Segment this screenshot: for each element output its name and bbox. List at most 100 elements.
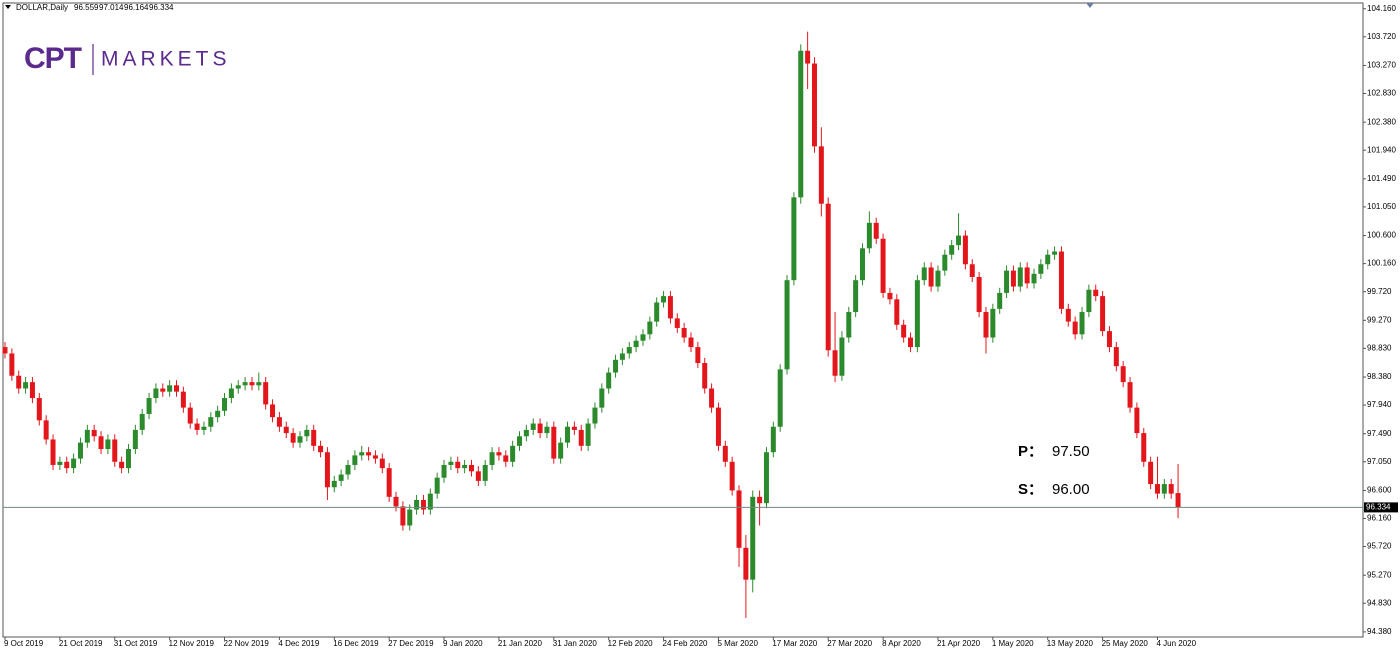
candle-body: [23, 382, 29, 389]
header-value: 97.014: [99, 3, 124, 12]
candle-body: [256, 382, 262, 386]
candle-body: [105, 439, 111, 450]
candle-body: [551, 426, 557, 459]
y-tick-label: 101.490: [1367, 174, 1396, 183]
candle-body: [1065, 308, 1071, 322]
candle-body: [201, 426, 207, 430]
candle-body: [112, 439, 118, 462]
x-tick-label: 16 Dec 2019: [333, 639, 379, 648]
candle-body: [578, 429, 584, 446]
candle-body: [860, 248, 865, 281]
candle-body: [1004, 270, 1010, 293]
candle-body: [379, 458, 385, 469]
menu-arrow[interactable]: [5, 5, 11, 9]
candle-body: [1093, 289, 1099, 297]
candle-body: [489, 452, 495, 465]
candle-body: [475, 471, 481, 481]
candle-body: [448, 461, 454, 465]
candle-body: [393, 496, 399, 507]
candle-body: [43, 420, 49, 440]
x-tick-label: 13 May 2020: [1047, 639, 1094, 648]
candle-body: [132, 429, 138, 450]
x-tick-label: 12 Nov 2019: [169, 639, 215, 648]
candle-body: [750, 496, 756, 580]
y-tick-label: 101.940: [1367, 145, 1396, 154]
candle-body: [544, 426, 550, 434]
candle-body: [1031, 273, 1037, 284]
candle-body: [1052, 251, 1058, 255]
header-value: 96.164: [124, 3, 149, 12]
candle-body: [119, 461, 125, 469]
x-tick-label: 21 Apr 2020: [937, 639, 981, 648]
candle-body: [928, 267, 934, 287]
candle-body: [763, 452, 769, 504]
candle-body: [1038, 264, 1044, 274]
candle-body: [1134, 407, 1140, 434]
annotation-label: S：: [1018, 481, 1043, 498]
candle-body: [414, 500, 420, 510]
candle-body: [969, 264, 975, 277]
candle-body: [558, 442, 564, 459]
candle-body: [571, 426, 577, 430]
candle-body: [914, 280, 920, 348]
logo: CPT MARKETS: [24, 42, 227, 75]
candle-body: [1175, 493, 1181, 508]
candle-body: [1024, 267, 1030, 284]
candle-body: [715, 407, 721, 446]
candle-body: [791, 197, 797, 281]
candle-body: [866, 222, 872, 249]
candle-body: [674, 318, 680, 328]
y-tick-label: 97.050: [1367, 457, 1392, 466]
candle-body: [729, 461, 735, 491]
candle-body: [125, 449, 131, 469]
x-tick-label: 21 Jan 2020: [498, 639, 543, 648]
candle-body: [873, 222, 879, 239]
y-tick-label: 103.720: [1367, 32, 1396, 41]
x-tick-label: 12 Feb 2020: [608, 639, 653, 648]
candle-body: [139, 413, 145, 430]
x-tick-label: 1 May 2020: [992, 639, 1034, 648]
candle-body: [1106, 331, 1112, 348]
y-tick-label: 97.490: [1367, 429, 1392, 438]
candle-body: [208, 417, 214, 427]
candle-body: [297, 436, 303, 443]
candle-body: [263, 382, 269, 405]
candle-body: [887, 292, 893, 300]
candle-body: [50, 439, 56, 465]
candle-body: [908, 337, 914, 348]
y-tick-label: 96.600: [1367, 486, 1392, 495]
y-tick-label: 102.380: [1367, 117, 1396, 126]
candle-body: [921, 267, 927, 281]
candle-body: [462, 464, 468, 469]
candle-body: [386, 468, 392, 497]
candle-body: [825, 203, 831, 351]
x-tick-label: 25 May 2020: [1102, 639, 1149, 648]
candle-body: [187, 407, 193, 424]
candle-body: [235, 385, 241, 389]
candle-body: [160, 388, 166, 392]
candle-body: [1161, 484, 1167, 494]
y-tick-label: 99.270: [1367, 315, 1392, 324]
candle-body: [290, 433, 296, 443]
candle-body: [956, 235, 962, 246]
candle-body: [681, 327, 687, 338]
candle-body: [359, 452, 365, 456]
y-tick-label: 102.830: [1367, 89, 1396, 98]
candle-body: [215, 410, 221, 418]
candle-body: [585, 423, 591, 446]
header-value: 96.559: [74, 3, 99, 12]
plot-frame: [2, 2, 1364, 638]
candle-body: [983, 312, 989, 338]
candle-body: [1010, 270, 1016, 287]
y-tick-label: 100.600: [1367, 231, 1396, 240]
candle-body: [901, 324, 907, 338]
x-tick-label: 21 Oct 2019: [59, 639, 103, 648]
candle-body: [331, 480, 337, 488]
candle-body: [2, 347, 8, 354]
candle-body: [1168, 484, 1174, 494]
x-tick-label: 17 Mar 2020: [772, 639, 817, 648]
y-tick-label: 100.160: [1367, 259, 1396, 268]
y-tick-label: 96.160: [1367, 514, 1392, 523]
candle-body: [242, 382, 248, 386]
x-tick-label: 8 Apr 2020: [882, 639, 921, 648]
